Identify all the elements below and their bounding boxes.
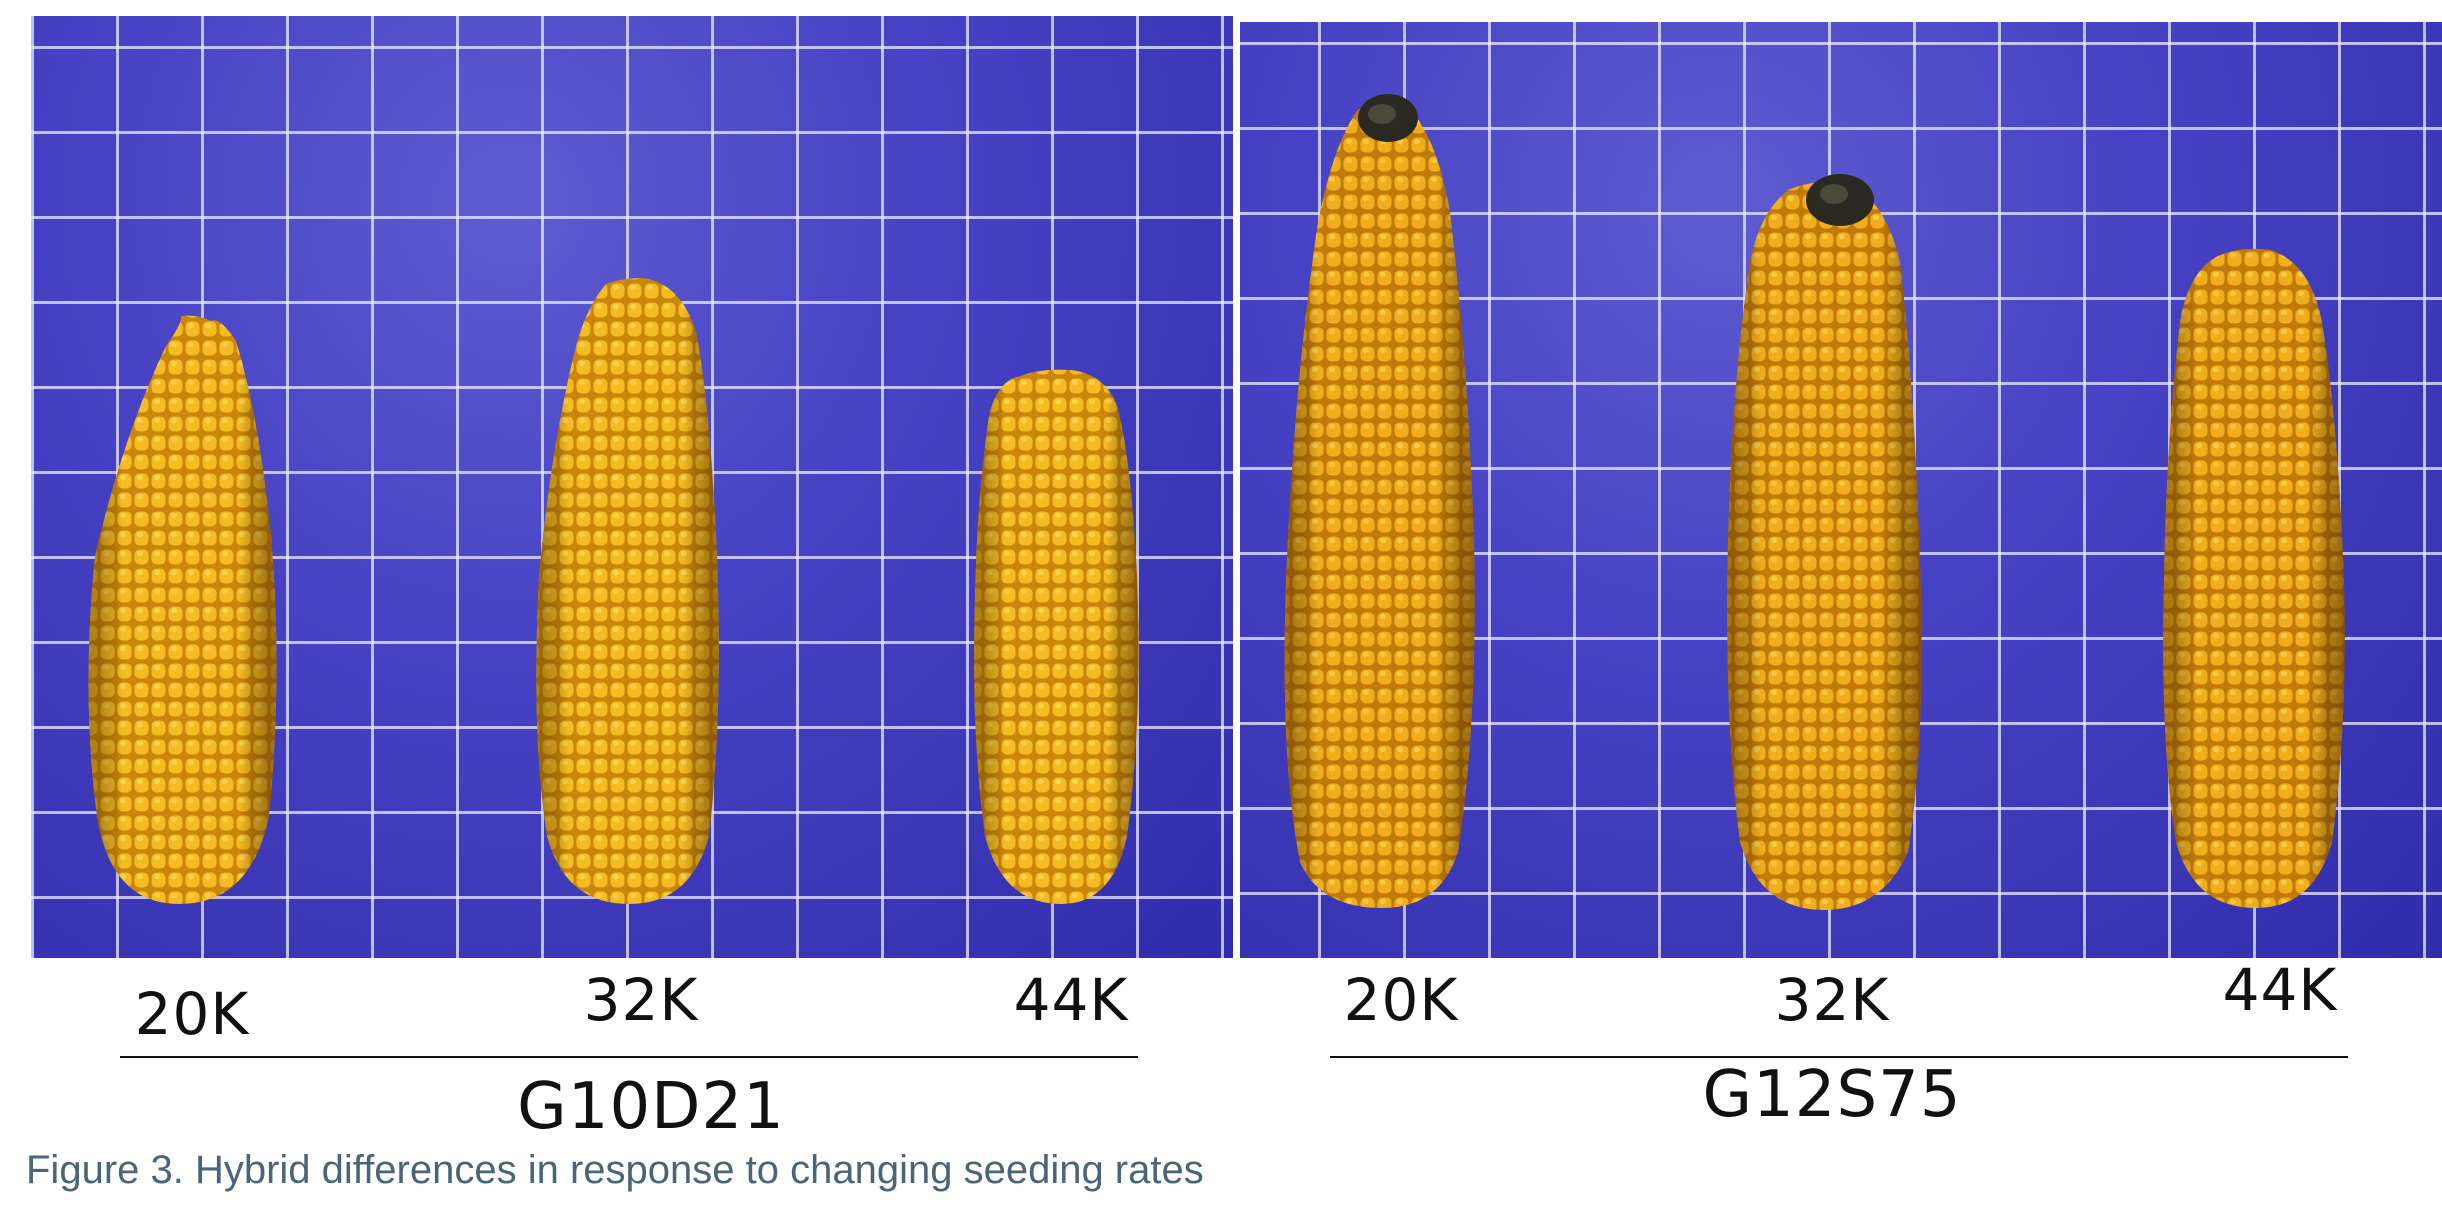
corn-ear-20k <box>88 315 277 904</box>
photo-panel-g10d21 <box>31 16 1233 958</box>
corn-ear-32k <box>1727 174 1922 910</box>
corn-ear-20k <box>1284 94 1475 909</box>
rate-label-32k: 32K <box>583 966 699 1034</box>
rate-label-20k: 20K <box>1343 966 1459 1034</box>
hybrid-label-g10d21: G10D21 <box>517 1070 785 1144</box>
corn-ears-g12s75 <box>1284 94 2345 910</box>
group-rule-g10d21 <box>120 1056 1138 1058</box>
corn-ears-g10d21 <box>88 278 1139 905</box>
rate-label-44k: 44K <box>1013 966 1129 1034</box>
corn-ear-44k <box>2163 248 2345 908</box>
photo-panel-g12s75 <box>1240 22 2442 958</box>
rate-label-44k: 44K <box>2222 956 2338 1024</box>
figure-caption: Figure 3. Hybrid differences in response… <box>26 1148 1204 1192</box>
corn-ear-32k <box>536 278 719 904</box>
group-rule-g12s75 <box>1330 1056 2348 1058</box>
rate-label-32k: 32K <box>1774 966 1890 1034</box>
rate-label-20k: 20K <box>134 980 250 1048</box>
hybrid-label-g12s75: G12S75 <box>1702 1058 1962 1132</box>
corn-ear-44k <box>974 369 1139 905</box>
